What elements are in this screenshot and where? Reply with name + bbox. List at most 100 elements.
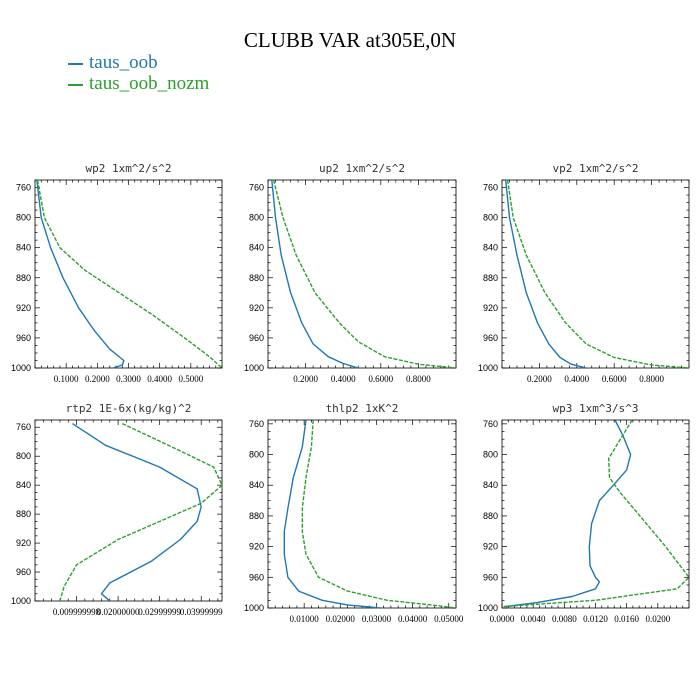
x-tick-label: 0.8000 (406, 374, 431, 384)
y-tick-label: 960 (16, 333, 31, 343)
y-tick-label: 880 (16, 509, 31, 519)
y-tick-label: 880 (249, 273, 264, 283)
series-line-taus-oob-nozm (506, 180, 689, 368)
y-tick-label: 840 (483, 480, 498, 490)
y-tick-label: 1000 (478, 603, 498, 613)
page-title: CLUBB VAR at305E,0N (243, 28, 457, 52)
plot-frame (34, 179, 223, 369)
y-tick-label: 800 (249, 450, 264, 460)
panel-title: wp2 1xm^2/s^2 (85, 162, 171, 175)
y-tick-label: 760 (249, 419, 264, 429)
y-tick-label: 1000 (244, 603, 264, 613)
panel-title: up2 1xm^2/s^2 (319, 162, 405, 175)
y-tick-label: 880 (249, 511, 264, 521)
y-tick-label: 760 (249, 183, 264, 193)
y-tick-label: 1000 (11, 596, 31, 606)
x-tick-label: 0.02999999 (138, 607, 181, 617)
legend-label: taus_oob (89, 52, 158, 73)
y-tick-label: 760 (16, 422, 31, 432)
x-tick-label: 0.0200 (645, 614, 670, 624)
y-tick-label: 840 (249, 480, 264, 490)
x-tick-label: 0.6000 (602, 374, 627, 384)
panel-title: wp3 1xm^3/s^3 (552, 402, 638, 415)
x-tick-label: 0.0160 (614, 614, 639, 624)
x-tick-label: 0.03999999 (180, 607, 223, 617)
chart-panel-1: wp2 1xm^2/s^2 760 800 840 880 920 960 1000 0.100… (11, 162, 223, 384)
y-tick-label: 960 (483, 572, 498, 582)
y-tick-label: 960 (16, 567, 31, 577)
chart-panel-3: vp2 1xm^2/s^2 760 800 840 880 920 960 1000 0.200… (478, 162, 690, 384)
x-tick-label: 0.8000 (639, 374, 664, 384)
panel-title: vp2 1xm^2/s^2 (552, 162, 638, 175)
panel-title: thlp2 1xK^2 (326, 402, 399, 415)
x-tick-label: 0.02000000 (97, 607, 140, 617)
y-tick-label: 920 (483, 542, 498, 552)
series-line-taus-oob (283, 420, 381, 608)
y-tick-label: 960 (249, 572, 264, 582)
x-tick-label: 0.04000 (398, 614, 428, 624)
series-line-taus-oob (36, 180, 125, 368)
x-tick-label: 0.01000 (290, 614, 320, 624)
x-tick-label: 0.009999998 (53, 607, 101, 617)
y-tick-label: 920 (249, 542, 264, 552)
x-tick-label: 0.02000 (326, 614, 356, 624)
plot-frame (267, 179, 457, 369)
x-tick-label: 0.6000 (368, 374, 393, 384)
y-tick-label: 920 (483, 303, 498, 313)
plot-frame (267, 419, 457, 609)
y-tick-label: 800 (16, 451, 31, 461)
chart-panel-5: thlp2 1xK^2 760 800 840 880 920 960 1000 0.01000… (244, 402, 464, 624)
y-tick-label: 760 (483, 183, 498, 193)
y-tick-label: 920 (16, 303, 31, 313)
x-tick-label: 0.5000 (178, 374, 203, 384)
y-tick-label: 960 (249, 333, 264, 343)
x-tick-label: 0.4000 (331, 374, 356, 384)
chart-panel-4: rtp2 1E-6x(kg/kg)^2 760 800 840 880 920 960 100… (11, 402, 223, 617)
x-tick-label: 0.0000 (490, 614, 515, 624)
series-line-taus-oob (505, 420, 632, 608)
y-tick-label: 880 (483, 273, 498, 283)
series-line-taus-oob-nozm (59, 422, 222, 601)
plot-frame (34, 419, 223, 602)
y-tick-label: 1000 (11, 363, 31, 373)
y-tick-label: 840 (249, 243, 264, 253)
series-line-taus-oob-nozm (503, 420, 689, 608)
chart-panel-2: up2 1xm^2/s^2 760 800 840 880 920 960 1000 0.200… (244, 162, 457, 384)
y-tick-label: 840 (483, 243, 498, 253)
y-tick-label: 960 (483, 333, 498, 343)
legend-item-taus-oob: taus_oob (68, 52, 158, 74)
x-tick-label: 0.4000 (564, 374, 589, 384)
x-tick-label: 0.3000 (116, 374, 141, 384)
y-tick-label: 920 (249, 303, 264, 313)
series-line-taus-oob-nozm (272, 180, 456, 368)
chart-panel-6: wp3 1xm^3/s^3 760 800 840 880 920 960 10000.000… (478, 402, 690, 624)
x-tick-label: 0.0040 (521, 614, 546, 624)
x-tick-label: 0.2000 (85, 374, 110, 384)
y-tick-label: 800 (249, 213, 264, 223)
legend-line-icon (68, 83, 83, 86)
y-tick-label: 840 (16, 480, 31, 490)
x-tick-label: 0.2000 (293, 374, 318, 384)
legend-label: taus_oob_nozm (89, 73, 210, 94)
x-tick-label: 0.4000 (147, 374, 172, 384)
y-tick-label: 1000 (244, 363, 264, 373)
series-line-taus-oob-nozm (301, 420, 456, 608)
y-tick-label: 920 (16, 538, 31, 548)
series-line-taus-oob-nozm (36, 180, 222, 368)
y-tick-label: 1000 (478, 363, 498, 373)
y-tick-label: 800 (16, 213, 31, 223)
series-line-taus-oob (271, 180, 359, 368)
y-tick-label: 800 (483, 213, 498, 223)
x-tick-label: 0.0120 (583, 614, 608, 624)
legend-item-taus-oob-nozm: taus_oob_nozm (68, 73, 209, 95)
x-tick-label: 0.2000 (527, 374, 552, 384)
panel-title: rtp2 1E-6x(kg/kg)^2 (66, 402, 192, 415)
y-tick-label: 880 (483, 511, 498, 521)
x-tick-label: 0.05000 (434, 614, 464, 624)
plot-frame (501, 179, 690, 369)
y-tick-label: 800 (483, 450, 498, 460)
x-tick-label: 0.1000 (54, 374, 79, 384)
y-tick-label: 880 (16, 273, 31, 283)
y-tick-label: 840 (16, 243, 31, 253)
